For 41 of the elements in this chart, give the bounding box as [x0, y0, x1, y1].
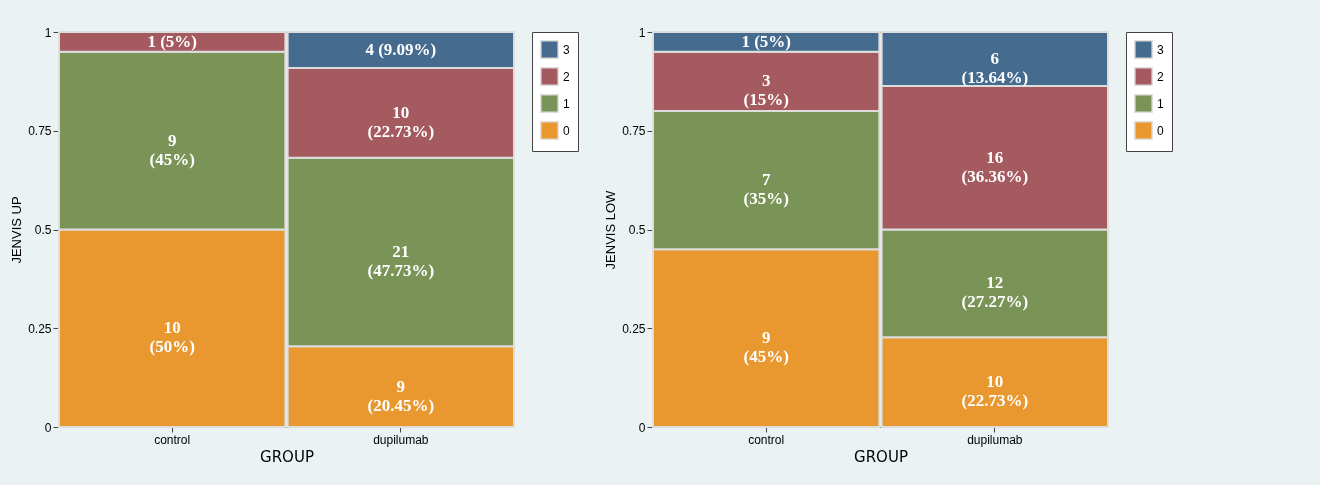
x-tick-label: dupilumab [373, 432, 429, 447]
y-tick-label: 0.25 [28, 321, 52, 336]
legend-label: 2 [1157, 69, 1164, 84]
y-tick-label: 0.75 [622, 124, 646, 139]
data-label: 4 (9.09%) [365, 39, 437, 59]
x-axis-title: GROUP [260, 447, 314, 466]
data-label: 9 (45%) [149, 130, 195, 169]
x-tick-label: control [154, 432, 191, 447]
data-label: 7 (35%) [743, 170, 789, 209]
data-label: 12 (27.27%) [961, 273, 1029, 312]
y-tick-label: 0.5 [628, 223, 646, 237]
legend-label: 0 [1157, 123, 1164, 138]
y-tick-label: 1 [44, 25, 52, 40]
data-label: 21 (47.73%) [367, 241, 435, 280]
data-label: 10 (22.73%) [961, 372, 1029, 411]
data-label: 16 (36.36%) [961, 147, 1029, 186]
data-label: 1 (5%) [741, 31, 791, 51]
data-label: 6 (13.64%) [961, 48, 1029, 87]
x-axis-title: GROUP [854, 447, 908, 466]
y-tick-label: 0.25 [622, 321, 646, 336]
legend-label: 2 [563, 69, 570, 84]
y-tick-label: 0.5 [34, 223, 52, 237]
data-label: 9 (45%) [743, 328, 789, 367]
legend-label: 1 [1157, 96, 1164, 111]
legend-label: 3 [563, 42, 570, 57]
legend-label: 3 [1157, 42, 1164, 57]
y-tick-label: 0 [638, 420, 646, 435]
legend-label: 0 [563, 123, 570, 138]
data-label: 9 (20.45%) [367, 376, 435, 415]
data-label: 1 (5%) [147, 31, 197, 51]
y-tick-label: 0 [44, 420, 52, 435]
data-label: 10 (50%) [149, 318, 195, 357]
data-label: 10 (22.73%) [367, 102, 435, 141]
y-tick-label: 0.75 [28, 124, 52, 139]
x-tick-label: control [748, 432, 785, 447]
x-tick-label: dupilumab [967, 432, 1023, 447]
y-tick-label: 1 [638, 25, 646, 40]
data-label: 3 (15%) [743, 71, 789, 110]
legend-label: 1 [563, 96, 570, 111]
y-axis-title: JENVIS UP [9, 196, 25, 264]
y-axis-title: JENVIS LOW [603, 189, 619, 270]
